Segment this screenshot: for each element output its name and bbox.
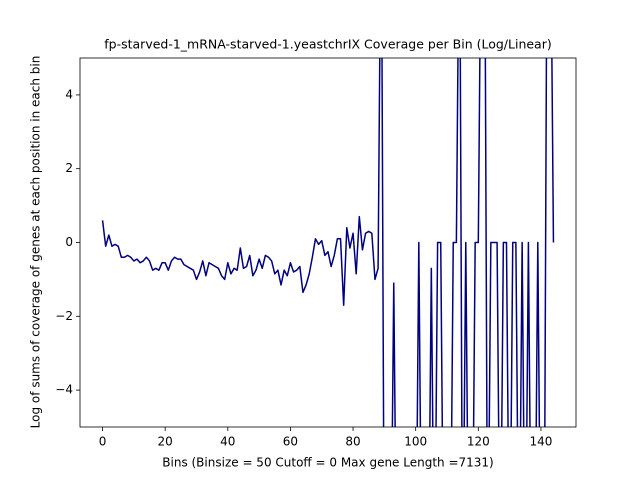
- y-tick-label: 4: [65, 87, 73, 101]
- x-tick-label: 100: [404, 435, 427, 449]
- x-axis-label: Bins (Binsize = 50 Cutoff = 0 Max gene L…: [162, 456, 493, 470]
- data-line: [101, 58, 555, 427]
- x-tick-label: 20: [158, 435, 173, 449]
- y-tick-label: −2: [55, 309, 73, 323]
- x-tick-label: 80: [345, 435, 360, 449]
- x-tick-label: 140: [529, 435, 552, 449]
- y-tick-label: −4: [55, 383, 73, 397]
- y-tick-label: 2: [65, 161, 73, 175]
- y-tick-label: 0: [65, 235, 73, 249]
- x-tick-label: 60: [283, 435, 298, 449]
- x-tick-label: 0: [99, 435, 107, 449]
- x-tick-label: 120: [467, 435, 490, 449]
- x-tick-label: 40: [220, 435, 235, 449]
- plot-frame: [79, 57, 577, 428]
- chart-title: fp-starved-1_mRNA-starved-1.yeastchrIX C…: [104, 37, 551, 52]
- y-axis-label: Log of sums of coverage of genes at each…: [29, 56, 43, 429]
